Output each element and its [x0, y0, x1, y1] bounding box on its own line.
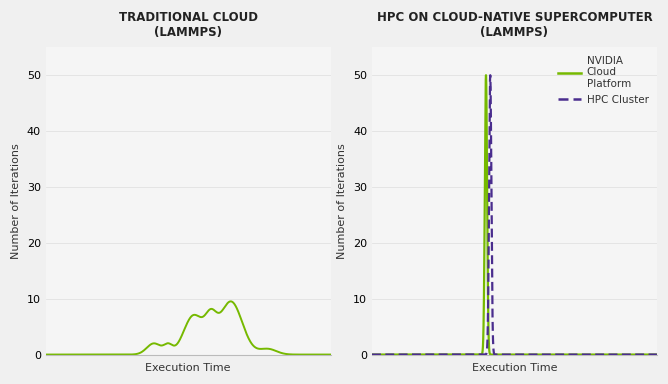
- Legend: NVIDIA
Cloud
Platform, HPC Cluster: NVIDIA Cloud Platform, HPC Cluster: [555, 53, 652, 108]
- Title: TRADITIONAL CLOUD
(LAMMPS): TRADITIONAL CLOUD (LAMMPS): [119, 11, 258, 39]
- Title: HPC ON CLOUD-NATIVE SUPERCOMPUTER
(LAMMPS): HPC ON CLOUD-NATIVE SUPERCOMPUTER (LAMMP…: [377, 11, 653, 39]
- X-axis label: Execution Time: Execution Time: [472, 363, 557, 373]
- Y-axis label: Number of Iterations: Number of Iterations: [337, 143, 347, 259]
- X-axis label: Execution Time: Execution Time: [146, 363, 231, 373]
- Y-axis label: Number of Iterations: Number of Iterations: [11, 143, 21, 259]
